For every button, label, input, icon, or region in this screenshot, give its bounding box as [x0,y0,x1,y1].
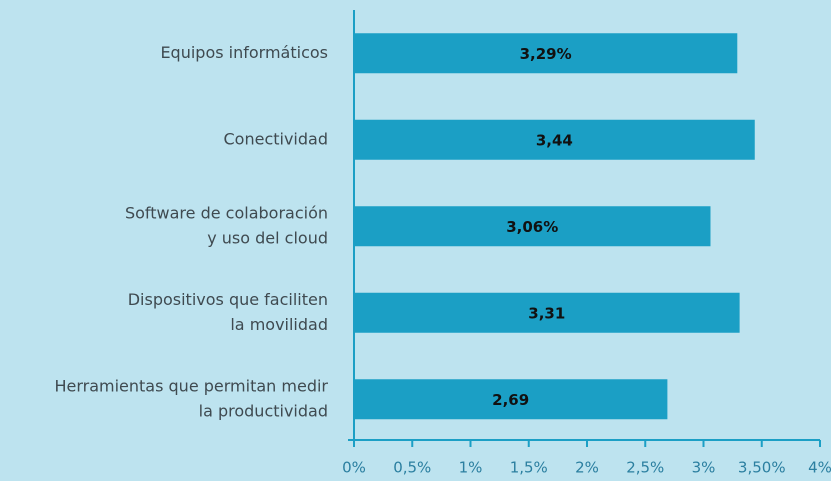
category-label: Equipos informáticos [160,43,328,62]
value-label: 3,06% [506,218,558,236]
value-label: 3,29% [520,45,572,63]
bar [354,292,740,333]
category-label: Software de colaboración [125,203,328,222]
x-tick-label: 4% [808,459,831,477]
bar [354,379,668,420]
x-tick-label: 0% [342,459,366,477]
x-tick-label: 2,5% [626,459,664,477]
x-tick-label: 1,5% [510,459,548,477]
bar [354,206,711,247]
category-label: Conectividad [224,129,329,148]
category-label: y uso del cloud [207,228,328,247]
category-label: la movilidad [230,315,328,334]
value-label: 3,44 [536,131,573,149]
category-label: la productividad [199,401,328,420]
bar [354,119,755,160]
x-tick-label: 1% [459,459,483,477]
bar [354,33,738,74]
category-label: Herramientas que permitan medir [54,376,328,395]
x-tick-label: 0,5% [393,459,431,477]
value-label: 3,31 [528,304,565,322]
x-tick-label: 3% [692,459,716,477]
value-label: 2,69 [492,391,529,409]
x-tick-label: 3,50% [738,459,786,477]
category-label: Dispositivos que faciliten [128,290,328,309]
x-tick-label: 2% [575,459,599,477]
